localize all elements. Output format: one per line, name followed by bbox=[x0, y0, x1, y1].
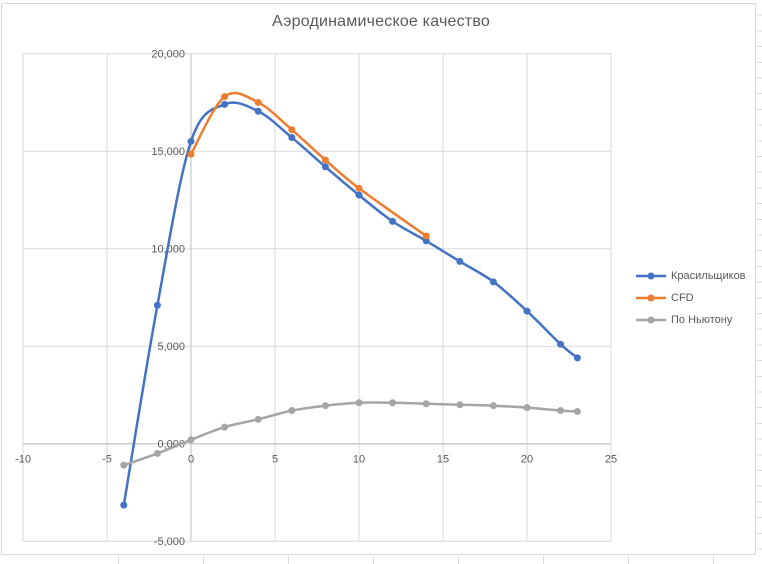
data-point bbox=[355, 184, 363, 192]
x-tick-label: 25 bbox=[605, 454, 617, 466]
data-point bbox=[120, 461, 128, 469]
data-point bbox=[489, 278, 497, 286]
data-point bbox=[456, 401, 464, 409]
series-line-0 bbox=[122, 101, 579, 507]
legend-label: По Ньютону bbox=[671, 313, 733, 326]
data-point bbox=[153, 301, 161, 309]
data-point bbox=[321, 163, 329, 171]
data-point bbox=[187, 137, 195, 145]
chart-title[interactable]: Аэродинамическое качество bbox=[272, 13, 490, 30]
data-point bbox=[187, 150, 195, 158]
legend-item-0[interactable]: Красильщиков bbox=[636, 268, 746, 283]
data-point bbox=[422, 400, 430, 408]
x-tick-label: -5 bbox=[102, 454, 112, 466]
data-point bbox=[355, 399, 363, 407]
legend: Красильщиков CFD По Ньютону bbox=[636, 268, 746, 327]
data-point bbox=[573, 354, 581, 362]
data-point bbox=[288, 134, 296, 142]
y-tick-label: -5,000 bbox=[154, 536, 185, 548]
x-tick-label: 5 bbox=[272, 454, 278, 466]
data-point bbox=[254, 415, 262, 423]
y-tick-label: 5,000 bbox=[157, 341, 185, 353]
series-markers-0 bbox=[120, 100, 581, 509]
legend-marker-icon bbox=[636, 316, 666, 323]
data-point bbox=[187, 436, 195, 444]
worksheet-row-lines-sliver bbox=[757, 0, 762, 564]
data-point bbox=[523, 307, 531, 315]
data-point bbox=[422, 232, 430, 240]
data-point bbox=[221, 423, 229, 431]
legend-marker-icon bbox=[636, 272, 666, 279]
x-tick-label: 20 bbox=[521, 454, 533, 466]
y-tick-label: 0,000 bbox=[157, 439, 185, 451]
legend-item-2[interactable]: По Ньютону bbox=[636, 312, 746, 327]
series-markers-1 bbox=[187, 93, 430, 240]
legend-marker-icon bbox=[636, 294, 666, 301]
data-point bbox=[288, 407, 296, 415]
data-point bbox=[573, 408, 581, 416]
y-tick-label: 15,000 bbox=[151, 146, 185, 158]
worksheet-column-lines-sliver bbox=[0, 556, 757, 564]
x-tick-label: 10 bbox=[353, 454, 365, 466]
data-point bbox=[557, 340, 565, 348]
data-point bbox=[389, 217, 397, 225]
data-point bbox=[221, 93, 229, 101]
y-tick-label: 20,000 bbox=[151, 49, 185, 61]
legend-label: CFD bbox=[671, 291, 694, 304]
series-line-1 bbox=[189, 91, 428, 238]
data-point bbox=[254, 98, 262, 106]
data-point bbox=[221, 100, 229, 108]
data-point bbox=[456, 257, 464, 265]
data-point bbox=[153, 449, 161, 457]
data-point bbox=[321, 156, 329, 164]
series-markers-2 bbox=[120, 399, 581, 469]
data-point bbox=[288, 126, 296, 134]
x-tick-label: 0 bbox=[188, 454, 194, 466]
data-point bbox=[523, 404, 531, 412]
data-point bbox=[355, 191, 363, 199]
x-tick-label: 15 bbox=[437, 454, 449, 466]
data-point bbox=[489, 402, 497, 410]
data-point bbox=[422, 237, 430, 245]
legend-item-1[interactable]: CFD bbox=[636, 290, 746, 305]
data-point bbox=[389, 399, 397, 407]
legend-label: Красильщиков bbox=[671, 269, 746, 282]
data-point bbox=[321, 402, 329, 410]
data-point bbox=[254, 107, 262, 115]
data-point bbox=[557, 407, 565, 415]
data-point bbox=[120, 501, 128, 509]
x-tick-label: -10 bbox=[15, 454, 31, 466]
